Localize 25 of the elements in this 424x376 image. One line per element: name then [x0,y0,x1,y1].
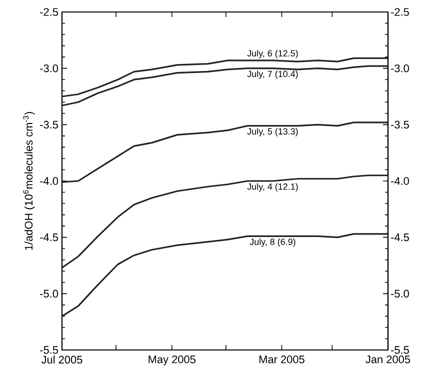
series-label: July, 4 (12.1) [247,183,298,192]
y-tick-label: -3.5 [40,120,58,129]
y-tick-label: -4.5 [40,234,58,242]
y-axis-title: 1/adOH (10$^{6}$molecules cm$^{-3}$) [23,112,35,250]
y2-tick-label: -4.0 [391,177,409,185]
y-tick-label: -5.5 [40,346,58,354]
y-tick-label: -5.0 [40,290,58,298]
y2-tick-label: -5.0 [391,290,409,298]
line-series [62,65,388,106]
series-label: July, 6 (12.5) [247,50,298,58]
series-label: July, 7 (10.4) [247,70,298,79]
x-tick-label: Mar 2005 [259,356,304,364]
y2-tick-label: -3.0 [391,64,409,72]
x-tick-label: May 2005 [148,356,196,366]
y2-tick-label: -3.5 [391,120,409,129]
y-tick-label: -3.0 [40,64,58,72]
y2-tick-label: -2.5 [391,8,409,16]
x-tick-label: Jul 2005 [41,356,82,364]
y-tick-label: -4.0 [40,177,58,185]
y2-tick-label: -4.5 [391,234,409,242]
series-label: July, 5 (13.3) [247,128,298,136]
x-tick-label: Jan 2005 [366,356,410,364]
y-tick-label: -2.5 [40,8,58,16]
series-label: July, 8 (6.9) [250,238,296,247]
y2-tick-label: -5.5 [391,346,409,354]
